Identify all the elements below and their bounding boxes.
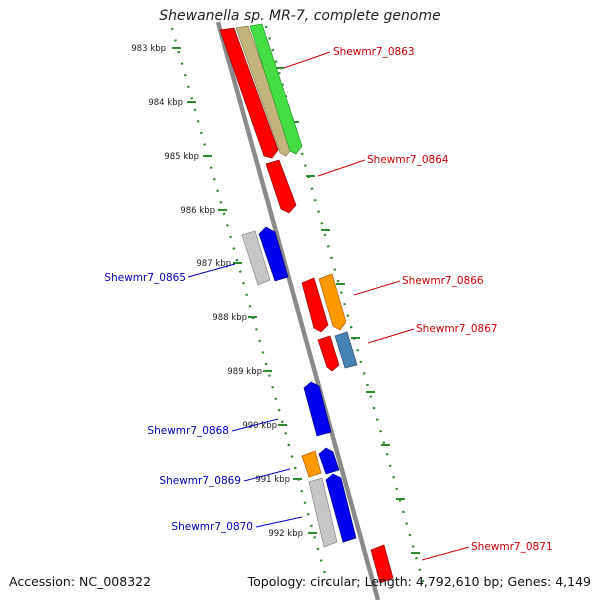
gene-shewmr7-0863-green[interactable] [249, 23, 303, 155]
gene-label[interactable]: Shewmr7_0871 [471, 541, 553, 553]
gene-shewmr7-0870-gray[interactable] [308, 477, 338, 548]
gene-shewmr7-0864[interactable] [265, 159, 297, 214]
gene-label[interactable]: Shewmr7_0865 [104, 272, 186, 284]
gene-shewmr7-0866[interactable] [301, 277, 329, 333]
gene-label[interactable]: Shewmr7_0863 [333, 46, 415, 58]
scale-label: 991 kbp [255, 475, 290, 485]
gene-shewmr7-0867[interactable] [334, 331, 358, 369]
gene-shewmr7-0866-orange[interactable] [318, 273, 347, 331]
left-tick-column [170, 27, 332, 593]
gene-features [219, 23, 394, 584]
scale-label: 984 kbp [148, 98, 183, 108]
gene-shewmr7-0867-red[interactable] [317, 335, 340, 372]
gene-label[interactable]: Shewmr7_0867 [416, 323, 498, 335]
scale-label: 988 kbp [212, 313, 247, 323]
label-leaders [187, 51, 470, 561]
scale-label: 987 kbp [196, 259, 231, 269]
map-title: Shewanella sp. MR-7, complete genome [159, 8, 441, 24]
gene-label[interactable]: Shewmr7_0868 [147, 425, 229, 437]
scale-label: 985 kbp [164, 152, 199, 162]
gene-label[interactable]: Shewmr7_0869 [159, 475, 241, 487]
scale-ticks-left [172, 47, 317, 534]
gene-label[interactable]: Shewmr7_0870 [171, 521, 253, 533]
gene-shewmr7-0869-blue[interactable] [318, 447, 340, 475]
gene-shewmr7-0863-red[interactable] [219, 27, 279, 159]
scale-label: 983 kbp [131, 44, 166, 54]
scale-label: 986 kbp [180, 206, 215, 216]
gene-shewmr7-0870-blue[interactable] [325, 473, 357, 543]
gene-label[interactable]: Shewmr7_0866 [402, 275, 484, 287]
gene-label[interactable]: Shewmr7_0864 [367, 154, 449, 166]
genome-stats-text: Topology: circular; Length: 4,792,610 bp… [247, 574, 591, 589]
gene-shewmr7-0869-orange[interactable] [301, 450, 322, 478]
scale-label: 992 kbp [268, 529, 303, 539]
accession-text: Accession: NC_008322 [9, 574, 152, 589]
genome-backbone [215, 21, 381, 600]
gene-shewmr7-0871[interactable] [370, 544, 394, 584]
gene-shewmr7-0863-tan[interactable] [235, 25, 293, 157]
gene-shewmr7-0868[interactable] [303, 381, 332, 437]
scale-ticks-right [275, 67, 420, 554]
gene-shewmr7-0865-gray[interactable] [241, 230, 271, 286]
gene-shewmr7-0865-blue[interactable] [258, 226, 289, 282]
scale-label: 989 kbp [227, 367, 262, 377]
scale-label: 990 kbp [242, 421, 277, 431]
